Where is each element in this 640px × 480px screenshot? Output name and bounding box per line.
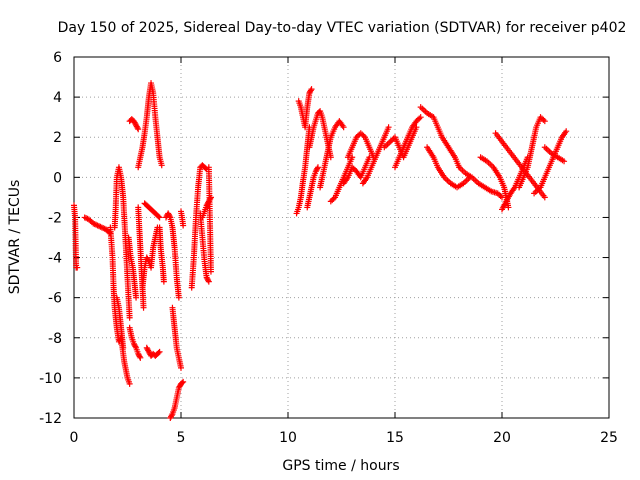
- y-tick-label: 2: [53, 130, 62, 146]
- y-tick-label: -10: [39, 371, 62, 387]
- data-point-marker: [541, 194, 548, 201]
- y-axis-label: SDTVAR / TECUs: [7, 180, 23, 295]
- data-point-marker: [180, 222, 187, 229]
- data-point-marker: [133, 294, 140, 301]
- data-point-marker: [134, 124, 141, 131]
- y-tick-label: -12: [39, 411, 62, 427]
- data-point-marker: [179, 379, 186, 386]
- y-tick-label: -2: [48, 210, 62, 226]
- data-point-marker: [385, 124, 392, 131]
- data-point-marker: [168, 412, 175, 419]
- data-point-marker: [207, 195, 214, 202]
- data-point-marker: [74, 264, 81, 271]
- x-tick-label: 15: [386, 430, 404, 446]
- data-point-marker: [136, 353, 143, 360]
- data-point-marker: [340, 124, 347, 131]
- data-point-marker: [205, 278, 212, 285]
- data-point-marker: [417, 114, 424, 121]
- data-points: [71, 80, 570, 421]
- data-point-marker: [180, 378, 187, 385]
- data-point-marker: [137, 354, 144, 361]
- data-point-marker: [135, 126, 142, 133]
- y-tick-label: 6: [53, 50, 62, 66]
- data-point-marker: [202, 165, 209, 172]
- y-tick-label: -8: [48, 331, 62, 347]
- data-point-marker: [126, 380, 133, 387]
- x-tick-label: 10: [279, 430, 297, 446]
- data-point-marker: [366, 154, 373, 161]
- data-point-marker: [175, 294, 182, 301]
- data-point-marker: [158, 162, 165, 169]
- y-tick-label: -6: [48, 291, 62, 307]
- data-point-marker: [155, 213, 162, 220]
- data-point-marker: [156, 214, 163, 221]
- data-point-marker: [120, 344, 127, 351]
- data-point-marker: [166, 213, 173, 220]
- data-point-marker: [207, 268, 214, 275]
- data-point-marker: [132, 343, 139, 350]
- x-tick-label: 25: [600, 430, 618, 446]
- data-point-marker: [541, 118, 548, 125]
- data-point-marker: [178, 364, 184, 371]
- data-point-marker: [307, 87, 314, 94]
- data-point-marker: [561, 158, 568, 165]
- x-axis-label: GPS time / hours: [282, 458, 399, 474]
- chart-title: Day 150 of 2025, Sidereal Day-to-day VTE…: [58, 20, 627, 36]
- data-point-marker: [563, 128, 570, 135]
- data-point-marker: [156, 348, 163, 355]
- x-tick-label: 20: [493, 430, 511, 446]
- data-point-marker: [308, 86, 315, 93]
- data-point-marker: [155, 349, 162, 356]
- y-tick-label: 0: [53, 170, 62, 186]
- x-tick-label: 0: [70, 430, 79, 446]
- data-point-marker: [145, 257, 152, 264]
- data-point-marker: [314, 164, 321, 171]
- data-point-marker: [140, 304, 147, 311]
- data-point-marker: [111, 224, 118, 231]
- axis-ticks: 0 5 10 15 20 25 -12 -10 -8 -6 -4 -2 0 2 4 6: [39, 50, 618, 446]
- x-tick-label: 5: [177, 430, 186, 446]
- data-point-marker: [314, 165, 321, 172]
- y-tick-label: 4: [53, 90, 62, 106]
- data-point-marker: [205, 277, 212, 284]
- y-tick-label: -4: [48, 251, 62, 267]
- data-point-marker: [160, 278, 167, 285]
- data-point-marker: [505, 204, 512, 211]
